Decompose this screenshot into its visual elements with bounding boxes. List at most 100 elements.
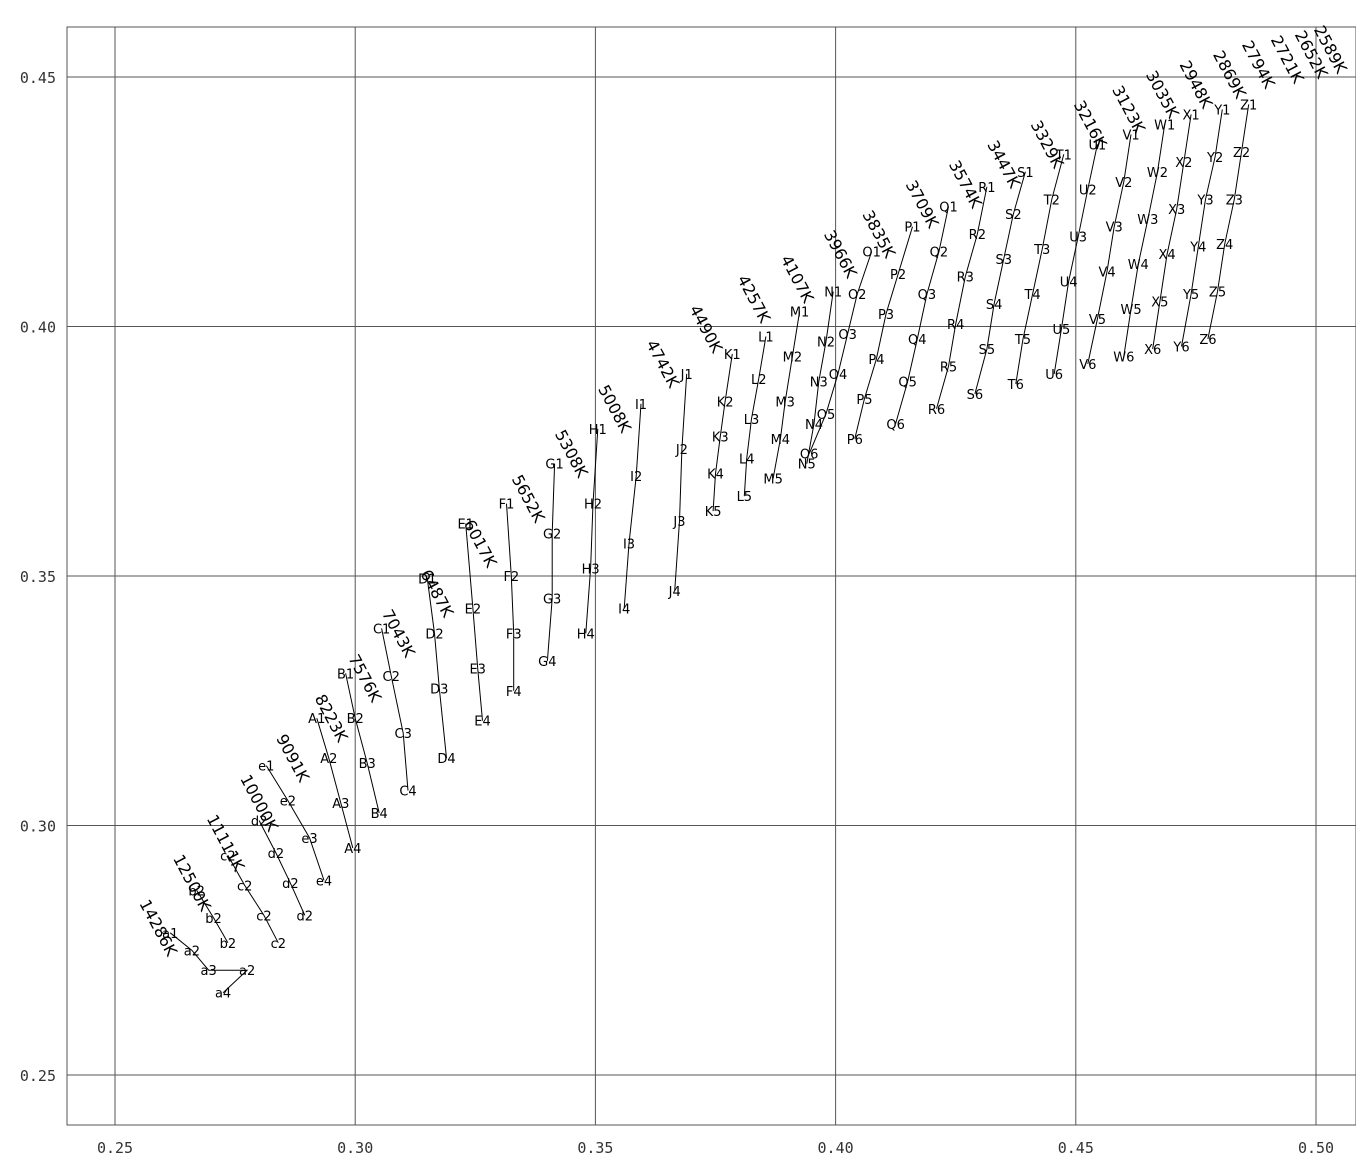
bin-label: Q1 (939, 201, 958, 216)
bin-label: M4 (771, 433, 791, 448)
bin-column-line (1152, 114, 1192, 350)
x-tick-label: 0.45 (1058, 1139, 1094, 1157)
bin-label: R6 (928, 403, 945, 418)
bin-label: U6 (1045, 368, 1063, 383)
bin-label: G4 (538, 655, 556, 670)
bin-label: L3 (744, 413, 760, 428)
bin-label: U2 (1079, 183, 1097, 198)
bin-label: C1 (373, 622, 390, 637)
bin-label: G1 (545, 458, 563, 473)
bin-label: W6 (1113, 350, 1134, 365)
bin-label: V6 (1079, 358, 1096, 373)
bin-label: e1 (258, 760, 274, 775)
bin-label: W3 (1137, 213, 1158, 228)
cct-isotherm-label: 2948K (1176, 57, 1217, 112)
bin-label: F4 (506, 685, 522, 700)
bin-label: K4 (707, 468, 724, 483)
bin-label: R5 (940, 360, 957, 375)
bin-column-line (546, 463, 556, 661)
bin-column-line (506, 503, 515, 691)
bin-label: N1 (824, 286, 842, 301)
bin-label: P3 (878, 308, 894, 323)
bin-column-line (381, 628, 409, 791)
bin-column-line (316, 718, 354, 849)
cct-isotherm-label: 12500K (169, 851, 215, 915)
bin-column-line (345, 673, 380, 814)
bin-label: S4 (986, 298, 1003, 313)
bin-column-line (196, 890, 229, 944)
bin-column-line (772, 311, 801, 479)
bin-label: Y2 (1206, 151, 1223, 166)
bin-label: O4 (829, 368, 848, 383)
bin-label: Q5 (898, 375, 917, 390)
bin-label: T3 (1033, 243, 1050, 258)
x-tick-label: 0.40 (818, 1139, 854, 1157)
bin-column-line (712, 353, 733, 512)
bin-column-line (169, 932, 249, 994)
bin-label: U3 (1069, 231, 1087, 246)
y-tick-label: 0.40 (20, 319, 56, 337)
bin-column-line (465, 523, 483, 721)
bin-label: L4 (739, 453, 755, 468)
cct-isotherm-label: 4257K (734, 272, 775, 327)
bin-label: Z3 (1226, 193, 1243, 208)
bin-label: P1 (904, 221, 920, 236)
bin-label: M3 (775, 395, 795, 410)
bin-label: F1 (499, 498, 515, 513)
bin-label: a2 (184, 944, 200, 959)
bin-label: B2 (347, 712, 364, 727)
bin-column-line (1053, 144, 1098, 374)
bin-label: H3 (582, 563, 600, 578)
bin-label: E2 (465, 602, 482, 617)
bin-column-line (585, 428, 599, 634)
y-tick-label: 0.25 (20, 1067, 56, 1085)
cct-isotherm-label: 3329K (1027, 117, 1068, 172)
bin-label: Y1 (1213, 103, 1230, 118)
cct-isotherm-label: 3966K (820, 227, 861, 282)
bin-label: c2 (256, 909, 271, 924)
bin-label: K3 (712, 430, 729, 445)
bin-column-line (1207, 104, 1250, 340)
bin-label: T5 (1014, 333, 1031, 348)
bin-label: B3 (359, 757, 376, 772)
bin-label: D1 (418, 572, 436, 587)
bin-label: V5 (1089, 313, 1106, 328)
bin-label: b2 (205, 912, 222, 927)
bin-label: c2 (271, 937, 286, 952)
bin-label: d2 (251, 815, 268, 830)
bin-label: K1 (724, 348, 741, 363)
bin-label: L5 (737, 490, 753, 505)
bin-column-line (936, 186, 988, 409)
bin-label: d2 (268, 847, 285, 862)
bin-label: X6 (1144, 343, 1161, 358)
bin-label: A2 (320, 752, 337, 767)
bin-label: Q4 (908, 333, 927, 348)
cct-isotherm-label: 5308K (551, 427, 592, 482)
bin-label: b2 (220, 937, 237, 952)
bin-label-layer: a1a2a3a4b2b2b2a2c2c2c2c2d2d2d2d2e1e2e3e4… (162, 98, 1257, 1001)
bin-label: S6 (967, 388, 984, 403)
bin-label: T4 (1023, 288, 1040, 303)
bin-column-line (1181, 109, 1223, 347)
bin-column-line (258, 820, 306, 916)
bin-label: Z2 (1233, 146, 1250, 161)
bin-label: C2 (383, 670, 400, 685)
bin-label: Z4 (1216, 238, 1233, 253)
bin-label: E3 (469, 662, 486, 677)
bin-column-line (227, 855, 279, 944)
bin-label: d2 (282, 877, 299, 892)
bin-column-line (1087, 134, 1132, 365)
bin-label: G3 (543, 592, 561, 607)
y-tick-label: 0.45 (20, 69, 56, 87)
bin-label: Y6 (1172, 340, 1189, 355)
bin-label: O3 (838, 328, 857, 343)
bin-label: C4 (399, 785, 416, 800)
bin-column-line (974, 171, 1026, 395)
bin-column-line (674, 373, 688, 592)
bin-label: T6 (1007, 378, 1024, 393)
bin-label: a3 (201, 964, 217, 979)
cct-isotherm-label: 9091K (272, 731, 313, 786)
bin-label: Q3 (918, 288, 937, 303)
bin-label: Y5 (1182, 288, 1199, 303)
